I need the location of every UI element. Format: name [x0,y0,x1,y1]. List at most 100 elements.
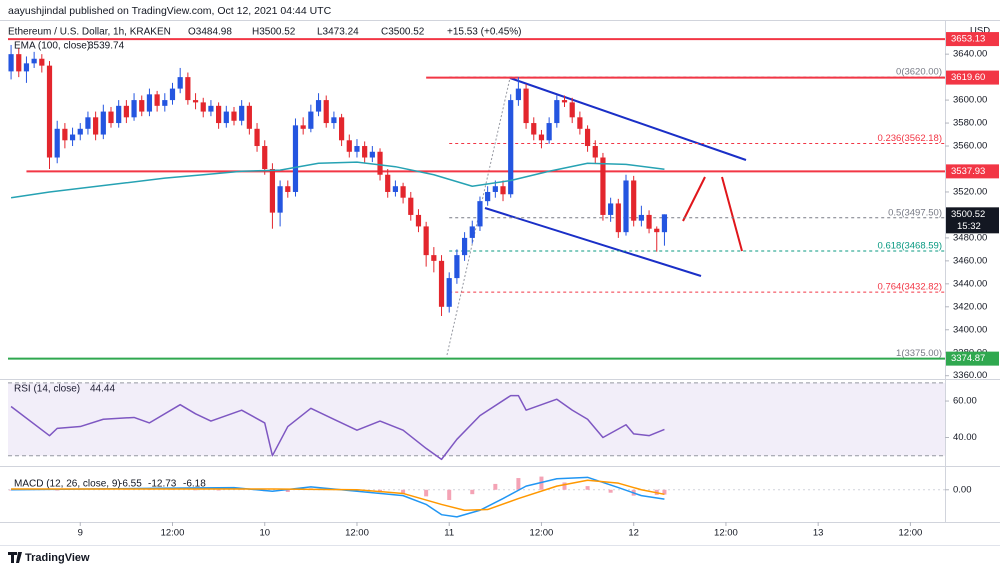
candle-body [93,117,99,135]
histogram-bar [55,489,60,491]
candle-body [16,54,22,72]
channel-lower [484,207,702,277]
candle-body [354,146,360,152]
x-tick-label: 12:00 [345,528,369,539]
candle-body [31,58,37,64]
hline-label-bg [946,70,999,85]
channel-upper [509,77,747,161]
y-tick-label: 40.00 [953,432,977,443]
macd-value: -12.73 [148,479,177,490]
hline-label-bg [946,32,999,47]
candle-body [62,128,68,141]
x-tick-label: 12:00 [899,528,923,539]
candle-body [146,94,153,112]
candle-body [600,157,606,215]
candle-body [162,100,168,106]
currency: USD [970,26,990,37]
x-tick-label: 10 [259,528,270,539]
y-tick-label: 3420.00 [953,301,987,312]
candle-body [385,174,391,192]
price-change: +15.53 (+0.45%) [447,27,522,38]
arrow-down [721,176,743,252]
candle-body [54,128,60,158]
histogram-bar [285,489,290,492]
drawings [446,77,747,356]
candle-body [69,134,76,141]
candle-body [554,100,560,124]
candle-body [200,102,206,112]
histogram-bar [470,489,475,495]
symbol: Ethereum / U.S. Dollar, 1h, KRAKEN [8,27,171,38]
candle-body [477,201,483,227]
candle-body [400,186,406,198]
candle-body [646,214,652,229]
logo-text: TradingView [25,552,90,564]
candle-body [208,105,214,112]
candle-body [169,88,176,101]
hline-label: 3619.60 [951,72,985,83]
y-tick-label: 3560.00 [953,141,987,152]
hline-label: 3374.87 [951,353,985,364]
candle-body [469,226,475,238]
candle-body [262,146,268,169]
candle-body [492,186,498,192]
candle-body [631,180,637,221]
y-tick-label: 3440.00 [953,278,987,289]
ema-legend: EMA (100, close) [14,41,90,52]
candle-body [431,255,437,261]
histogram-bar [562,482,567,490]
candle-body [584,128,591,147]
candle-body [292,125,299,192]
hline-label-bg [946,164,999,179]
candle-body [561,100,568,103]
ohlc-low: L3473.24 [317,27,359,38]
candle-body [531,123,537,135]
candle-body [192,100,199,103]
fib-label: 1(3375.00) [896,348,942,359]
publisher: aayushjindal published on TradingView.co… [8,5,332,17]
last-price-bg [946,207,999,234]
candles [8,44,668,316]
candle-body [538,134,545,141]
y-tick-label: 60.00 [953,396,977,407]
fib-label: 0.5(3497.50) [888,207,942,218]
candle-body [216,105,222,124]
macd-hist-value: -6.55 [119,479,142,490]
candle-body [392,186,399,192]
candle-body [546,123,552,141]
fib-label: 0.236(3562.18) [878,133,942,144]
candle-body [46,65,53,158]
x-tick-label: 13 [813,528,824,539]
y-tick-label: 3460.00 [953,255,987,266]
candle-body [323,100,329,124]
y-tick-label: 3360.00 [953,370,987,381]
candle-body [338,117,345,141]
candle-body [500,186,506,195]
x-tick-label: 9 [78,528,83,539]
last-price: 3500.52 [951,209,985,220]
candle-body [116,105,122,124]
candle-body [485,191,491,202]
candle-body [254,128,260,147]
candle-body [638,214,644,221]
candle-body [308,111,314,129]
ohlc-close: C3500.52 [381,27,425,38]
candle-body [77,128,83,135]
macd-signal-value: -6.18 [183,479,206,490]
macd-title: MACD (12, 26, close, 9) [14,479,121,490]
candle-body [123,105,129,118]
candle-body [131,100,137,118]
candle-body [177,77,183,89]
x-tick-label: 12:00 [530,528,554,539]
histogram-bar [585,486,590,490]
histogram-bar [516,478,521,490]
candle-body [508,100,514,195]
candle-body [315,100,322,112]
candle-body [269,168,276,213]
candle-body [623,180,629,233]
rsi-title: RSI (14, close) [14,384,80,395]
candle-body [23,63,30,72]
candle-body [408,197,414,215]
y-tick-label: 3580.00 [953,118,987,129]
